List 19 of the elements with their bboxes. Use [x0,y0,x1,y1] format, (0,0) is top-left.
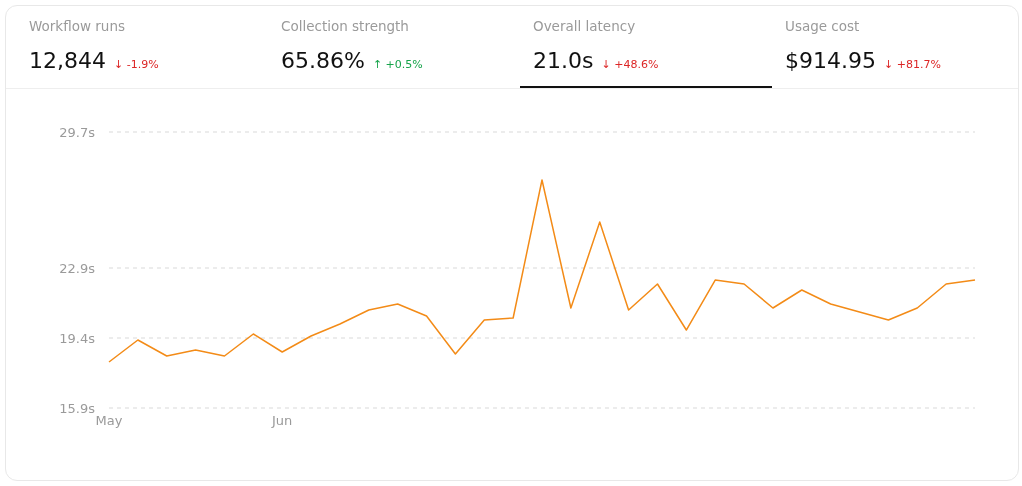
y-tick-label: 22.9s [59,260,96,276]
text: ↓ +48.6% [601,58,659,71]
line-series [108,179,976,363]
x-tick-label: May [95,413,123,429]
text: 21.0s [533,48,594,73]
y-tick-label: 15.9s [59,400,96,416]
text: Collection strength [281,18,409,34]
text: 65.86% [281,48,365,73]
text: Overall latency [533,18,636,34]
y-tick-label: 29.7s [59,124,96,140]
text: 12,844 [29,48,106,73]
text: $914.95 [785,48,876,73]
text: ↓ +81.7% [883,58,941,71]
text: Workflow runs [29,18,125,34]
y-tick-label: 19.4s [59,330,96,346]
text: Usage cost [785,18,860,34]
text: ↑ +0.5% [372,58,423,71]
x-tick-label: Jun [271,413,293,429]
text: ↓ -1.9% [113,58,159,71]
